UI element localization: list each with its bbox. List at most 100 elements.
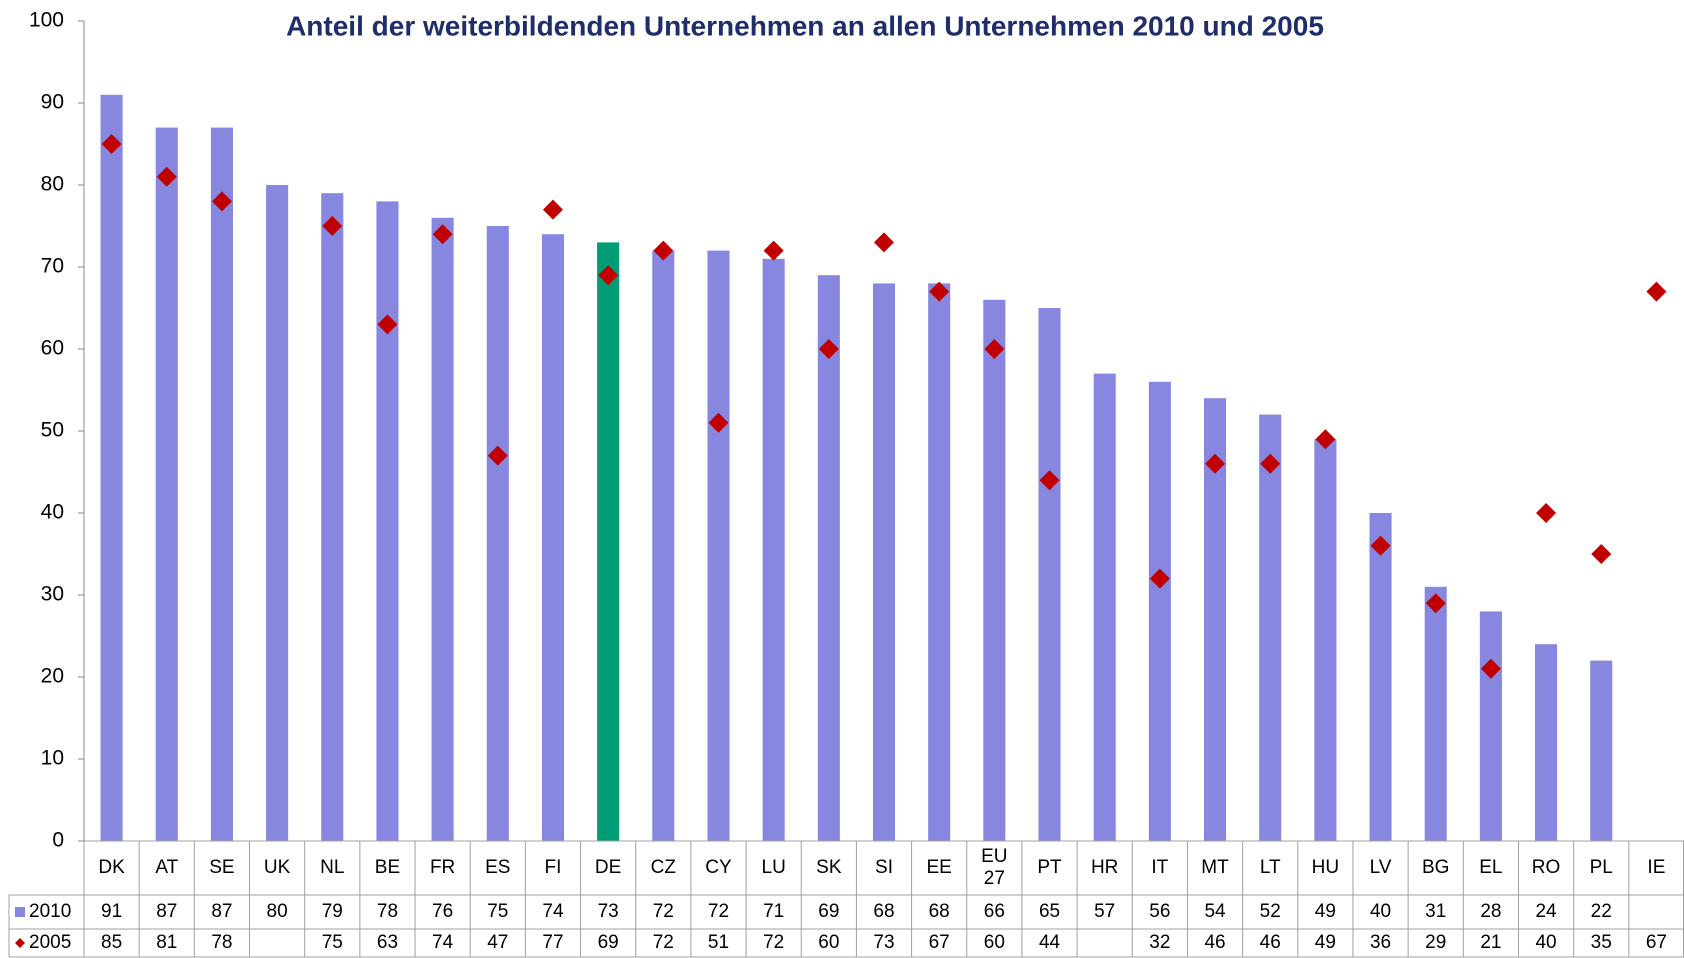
- table-value: 24: [1535, 901, 1557, 922]
- bar: [652, 250, 675, 842]
- table-value: 63: [377, 932, 398, 953]
- y-tick-label: 100: [29, 9, 64, 32]
- x-tick-label: SI: [875, 857, 893, 878]
- x-tick-label: DE: [594, 857, 622, 878]
- table-value: 72: [653, 932, 674, 953]
- legend-label: 2005: [29, 932, 71, 953]
- x-tick-label: LT: [1259, 857, 1281, 878]
- marker: [1149, 568, 1170, 589]
- bar: [1314, 439, 1337, 841]
- bar: [266, 185, 289, 841]
- table-value: 47: [487, 932, 508, 953]
- x-tick-label: PL: [1589, 857, 1613, 878]
- bar: [155, 127, 178, 842]
- table-value: 60: [818, 932, 839, 953]
- x-tick-label: NL: [320, 857, 345, 878]
- x-tick-label: CZ: [650, 857, 676, 878]
- x-tick-label: DK: [98, 857, 125, 878]
- table-value: 87: [211, 901, 232, 922]
- x-tick-label: RO: [1531, 857, 1561, 878]
- marker: [763, 240, 784, 261]
- table-value: 21: [1480, 932, 1501, 953]
- table-value: 28: [1480, 901, 1501, 922]
- bar: [100, 94, 123, 842]
- bar: [1259, 414, 1282, 841]
- chart-title: Anteil der weiterbildenden Unternehmen a…: [286, 10, 1324, 41]
- bar: [431, 217, 454, 842]
- bar: [210, 127, 233, 842]
- bar: [1479, 611, 1502, 841]
- table-value: 56: [1149, 901, 1170, 922]
- table-value: 87: [156, 901, 177, 922]
- table-value: 80: [267, 901, 288, 922]
- x-tick-label: EE: [926, 857, 952, 878]
- table-value: 78: [377, 901, 398, 922]
- bar: [376, 201, 399, 841]
- table-value: 67: [929, 932, 950, 953]
- table-value: 60: [984, 932, 1005, 953]
- table-value: 66: [984, 901, 1005, 922]
- table-value: 69: [818, 901, 839, 922]
- y-tick-label: 10: [41, 747, 64, 770]
- bar: [1038, 308, 1061, 841]
- table-value: 40: [1535, 932, 1556, 953]
- table-value: 29: [1425, 932, 1446, 953]
- y-tick-label: 70: [41, 255, 64, 278]
- x-tick-label: EL: [1479, 857, 1503, 878]
- table-value: 75: [487, 901, 508, 922]
- bar: [928, 283, 951, 841]
- table-value: 72: [763, 932, 784, 953]
- marker: [653, 240, 674, 261]
- x-tick-label: IE: [1647, 857, 1666, 878]
- table-value: 76: [432, 901, 453, 922]
- bar: [762, 258, 785, 841]
- x-tick-label: SE: [209, 857, 235, 878]
- table-value: 69: [598, 932, 619, 953]
- marker: [874, 232, 894, 253]
- marker: [542, 199, 563, 220]
- bar: [1204, 398, 1227, 841]
- table-value: 31: [1425, 901, 1446, 922]
- x-tick-label: FR: [429, 857, 456, 878]
- x-tick-label: HU: [1311, 857, 1340, 878]
- table-value: 46: [1204, 932, 1225, 953]
- bar: [1590, 660, 1613, 841]
- y-tick-label: 40: [41, 501, 64, 524]
- table-value: 65: [1039, 901, 1060, 922]
- table-value: 49: [1315, 901, 1336, 922]
- table-value: 67: [1646, 932, 1667, 953]
- marker: [818, 339, 839, 359]
- x-tick-label: MT: [1201, 857, 1229, 878]
- marker: [1480, 658, 1501, 679]
- marker: [1646, 281, 1667, 302]
- table-value: 77: [542, 932, 563, 953]
- marker: [708, 412, 729, 433]
- table-value: 68: [929, 901, 950, 922]
- table-value: 73: [598, 901, 619, 922]
- table-value: 91: [101, 901, 122, 922]
- table-value: 74: [432, 932, 454, 953]
- marker: [322, 216, 343, 236]
- table-value: 79: [322, 901, 343, 922]
- legend-swatch: [15, 907, 25, 917]
- x-tick-label: BE: [374, 857, 401, 878]
- marker: [1370, 535, 1391, 556]
- bar: [321, 193, 344, 841]
- bar: [983, 299, 1006, 841]
- bar: [597, 242, 620, 841]
- table-value: 32: [1149, 932, 1170, 953]
- y-tick-label: 60: [41, 337, 64, 360]
- marker: [432, 224, 453, 245]
- x-tick-label: IT: [1151, 857, 1169, 878]
- marker: [156, 166, 177, 187]
- marker: [984, 339, 1005, 359]
- table-value: 35: [1591, 932, 1612, 953]
- table-value: 71: [763, 901, 784, 922]
- legend-swatch: [15, 938, 25, 948]
- table-value: 72: [653, 901, 674, 922]
- table-value: 75: [322, 932, 343, 953]
- bar: [872, 283, 896, 841]
- marker: [1260, 453, 1281, 474]
- table-value: 22: [1591, 901, 1612, 922]
